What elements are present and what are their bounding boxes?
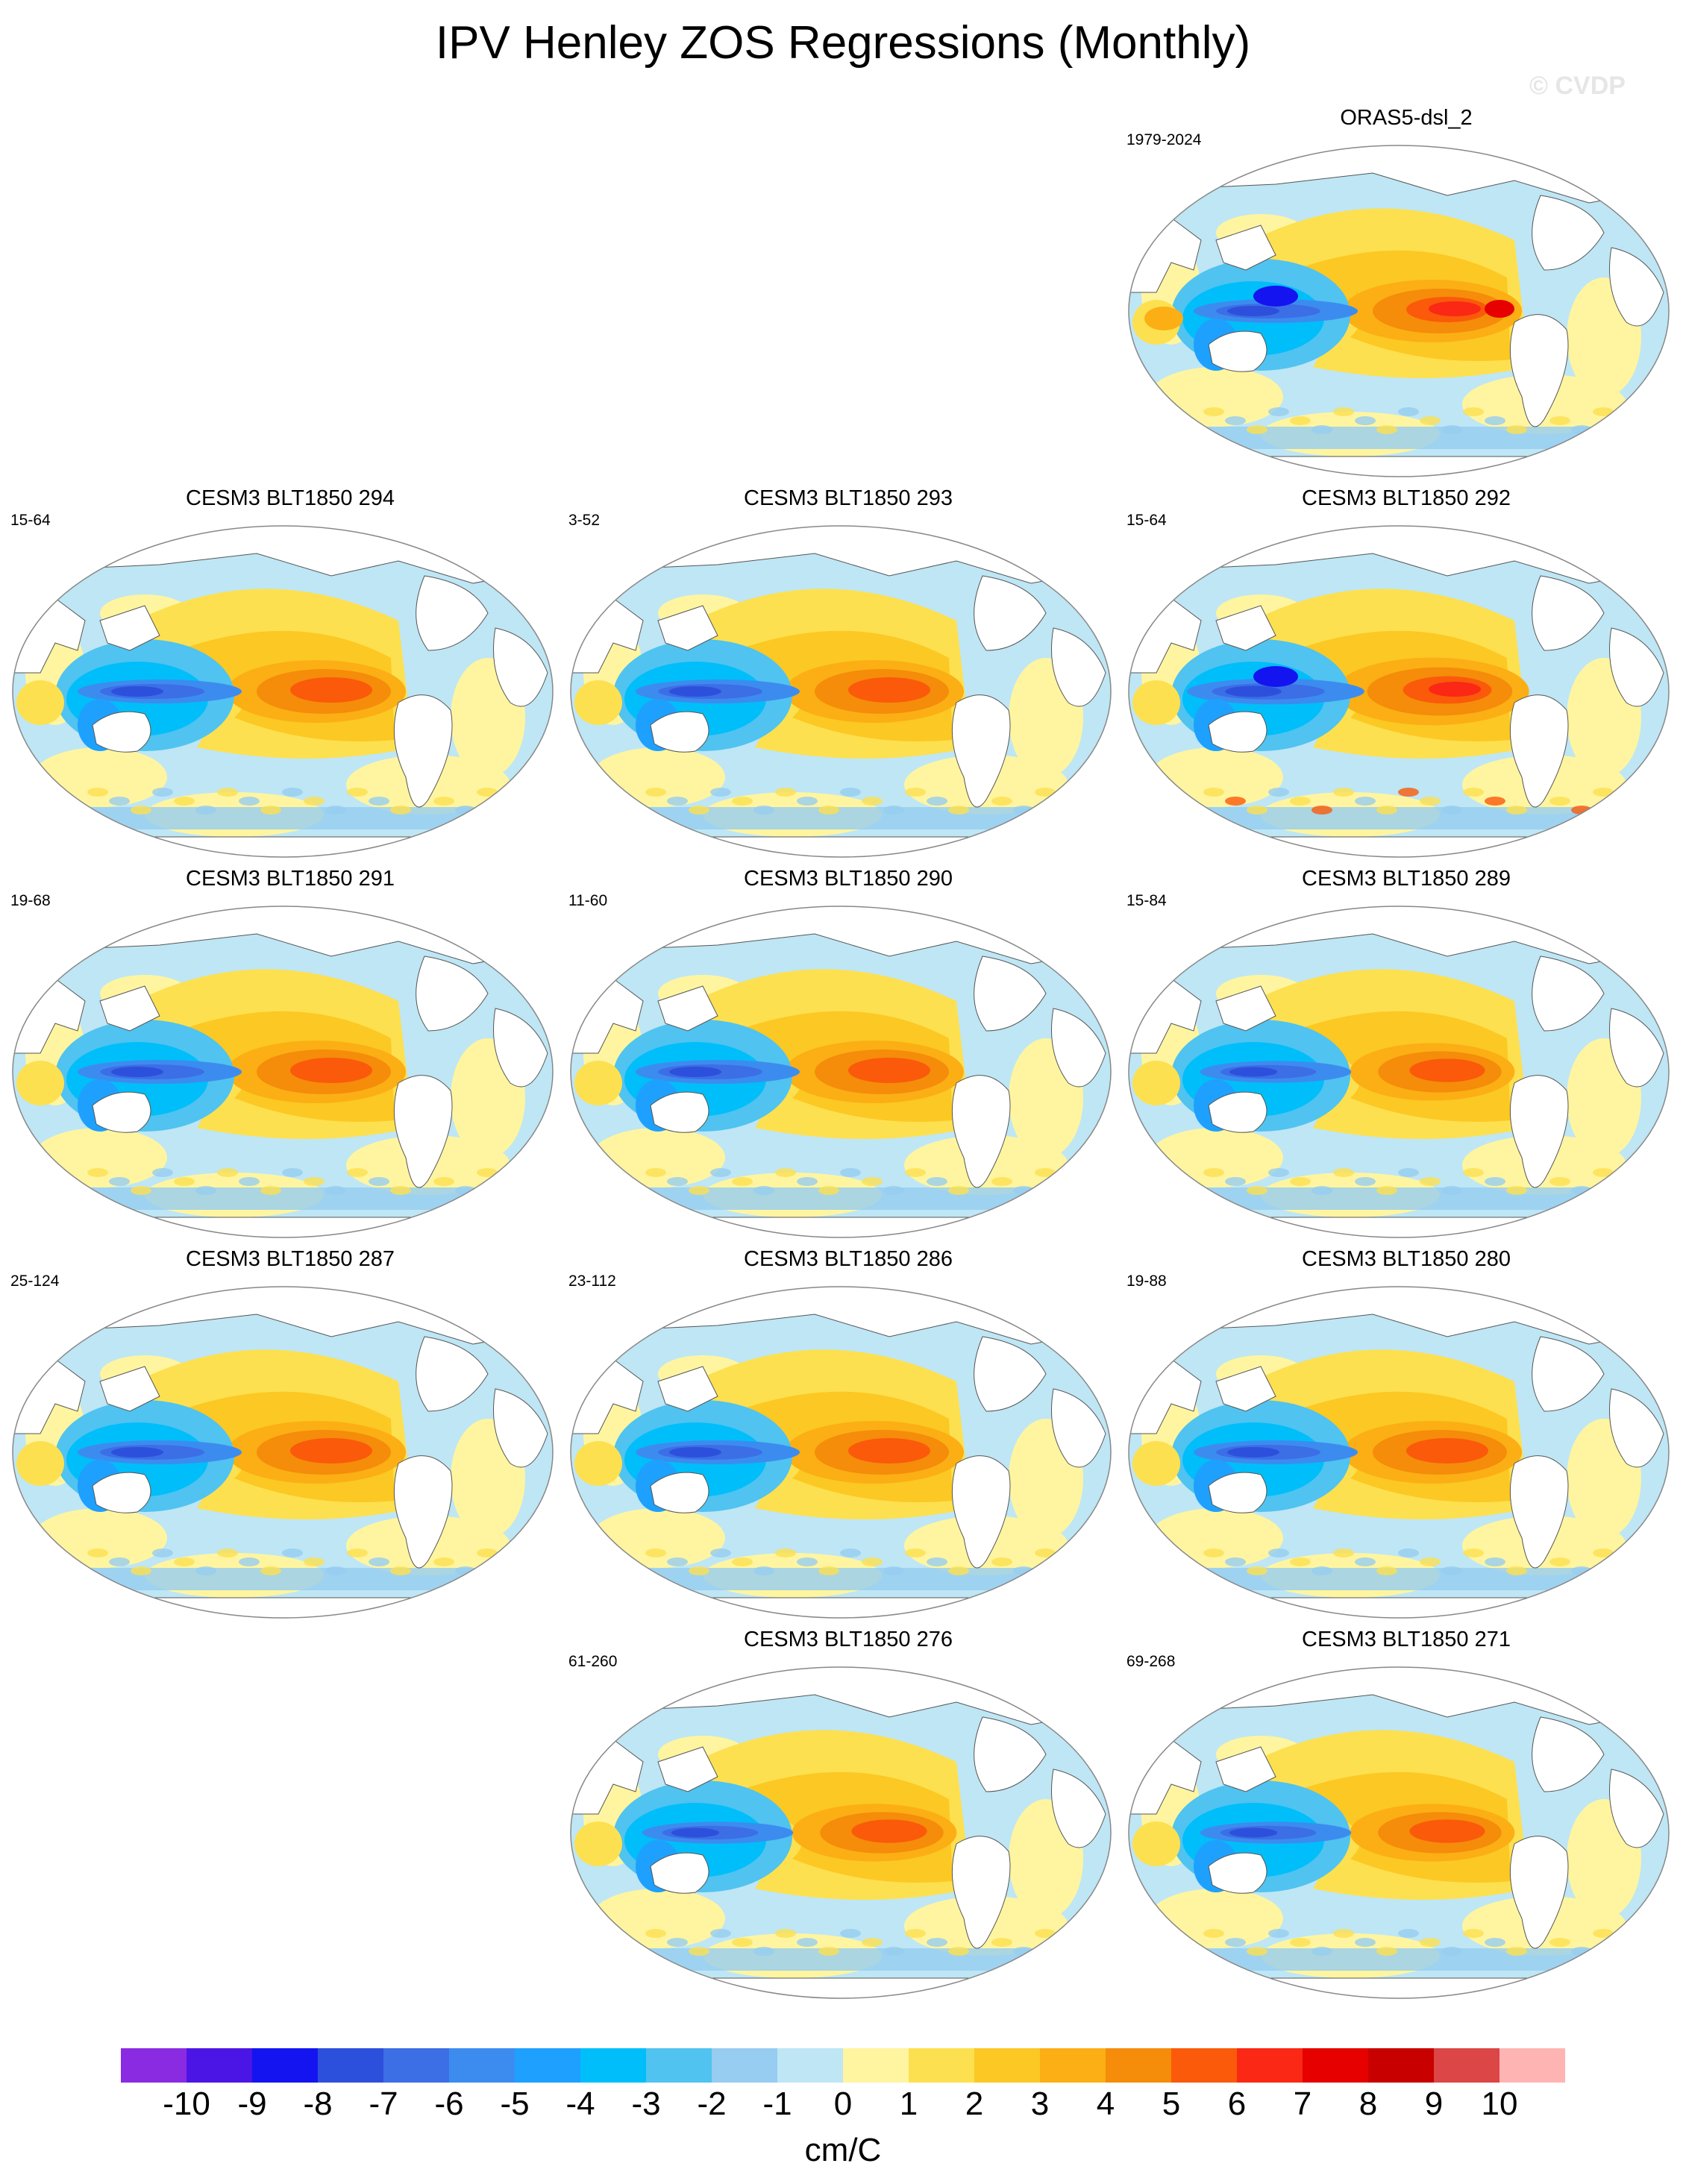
- regression-map: [1128, 1666, 1670, 1999]
- colorbar-tick-label: -4: [565, 2086, 595, 2122]
- map-field: [13, 1287, 553, 1618]
- colorbar-box: [449, 2048, 515, 2083]
- colorbar-box: [777, 2048, 843, 2083]
- panel-period: 19-68: [10, 892, 51, 909]
- colorbar-box: [712, 2048, 777, 2083]
- panel-period: 11-60: [568, 892, 608, 909]
- colorbar-tick-label: 3: [1030, 2086, 1050, 2122]
- colorbar-box: [1171, 2048, 1237, 2083]
- map-panel: CESM3 BLT1850 290 11-60: [568, 867, 1128, 1240]
- colorbar-tick-label: 10: [1481, 2086, 1518, 2122]
- panel-title: CESM3 BLT1850 271: [1302, 1628, 1511, 1651]
- colorbar-box: [1237, 2048, 1303, 2083]
- panel-period: 25-124: [10, 1273, 60, 1290]
- map-panel: CESM3 BLT1850 294 15-64: [10, 486, 570, 859]
- regression-map: [12, 525, 554, 858]
- map-field: [1129, 1287, 1669, 1618]
- map-panel: CESM3 BLT1850 276 61-260: [568, 1628, 1128, 2001]
- regression-map: [570, 1286, 1112, 1619]
- colorbar-box: [580, 2048, 646, 2083]
- regression-map: [12, 906, 554, 1238]
- colorbar-box: [1040, 2048, 1106, 2083]
- colorbar-tick-label: -7: [369, 2086, 398, 2122]
- colorbar-tick-label: -1: [762, 2086, 792, 2122]
- map-panel: CESM3 BLT1850 280 19-88: [1126, 1247, 1686, 1620]
- colorbar-tick-label: 8: [1358, 2086, 1378, 2122]
- watermark: © CVDP: [1529, 72, 1626, 100]
- colorbar-tick-label: 7: [1293, 2086, 1312, 2122]
- map-field: [571, 1287, 1111, 1618]
- regression-map: [570, 1666, 1112, 1999]
- map-field: [1129, 906, 1669, 1237]
- map-panel: CESM3 BLT1850 287 25-124: [10, 1247, 570, 1620]
- panel-period: 1979-2024: [1126, 131, 1202, 148]
- panel-title: CESM3 BLT1850 276: [744, 1628, 953, 1651]
- map-panel: CESM3 BLT1850 286 23-112: [568, 1247, 1128, 1620]
- colorbar-box: [1106, 2048, 1171, 2083]
- colorbar-box: [121, 2048, 187, 2083]
- colorbar-tick-label: -8: [303, 2086, 333, 2122]
- map-panel: CESM3 BLT1850 271 69-268: [1126, 1628, 1686, 2001]
- map-panel: ORAS5-dsl_2 1979-2024: [1126, 106, 1686, 479]
- colorbar-tick-label: -6: [434, 2086, 464, 2122]
- page-title: IPV Henley ZOS Regressions (Monthly): [435, 17, 1251, 69]
- colorbar-tick-label: 4: [1096, 2086, 1115, 2122]
- colorbar-box: [1434, 2048, 1499, 2083]
- colorbar-box: [974, 2048, 1040, 2083]
- panel-period: 15-64: [1126, 512, 1167, 529]
- panel-title: CESM3 BLT1850 286: [744, 1247, 953, 1271]
- colorbar-tick-label: 9: [1424, 2086, 1444, 2122]
- map-panel: CESM3 BLT1850 291 19-68: [10, 867, 570, 1240]
- panel-title: CESM3 BLT1850 280: [1302, 1247, 1511, 1271]
- panel-title: CESM3 BLT1850 291: [186, 867, 395, 891]
- panel-title: CESM3 BLT1850 287: [186, 1247, 395, 1271]
- colorbar-box: [646, 2048, 712, 2083]
- map-panel: CESM3 BLT1850 289 15-84: [1126, 867, 1686, 1240]
- colorbar-box: [1303, 2048, 1368, 2083]
- panel-title: CESM3 BLT1850 294: [186, 486, 395, 510]
- panel-period: 3-52: [568, 512, 601, 529]
- panel-title: CESM3 BLT1850 289: [1302, 867, 1511, 891]
- map-panel: CESM3 BLT1850 293 3-52: [568, 486, 1128, 859]
- colorbar-box: [1368, 2048, 1434, 2083]
- panel-period: 15-84: [1126, 892, 1167, 909]
- panel-title: CESM3 BLT1850 290: [744, 867, 953, 891]
- colorbar-tick-label: -5: [500, 2086, 530, 2122]
- regression-map: [570, 906, 1112, 1238]
- colorbar-tick-label: -9: [237, 2086, 267, 2122]
- panel-title: ORAS5-dsl_2: [1340, 106, 1473, 130]
- colorbar-tick-label: 1: [899, 2086, 918, 2122]
- colorbar-box: [1499, 2048, 1565, 2083]
- colorbar-box: [383, 2048, 449, 2083]
- colorbar-box: [318, 2048, 383, 2083]
- colorbar-box: [909, 2048, 974, 2083]
- colorbar-units: cm/C: [804, 2132, 882, 2168]
- regression-map: [1128, 906, 1670, 1238]
- regression-map: [570, 525, 1112, 858]
- panel-period: 19-88: [1126, 1273, 1167, 1290]
- colorbar-tick-label: 2: [965, 2086, 984, 2122]
- regression-map: [12, 1286, 554, 1619]
- colorbar-box: [843, 2048, 909, 2083]
- colorbar-box: [252, 2048, 318, 2083]
- colorbar-box: [187, 2048, 252, 2083]
- panel-period: 15-64: [10, 512, 51, 529]
- panel-title: CESM3 BLT1850 292: [1302, 486, 1511, 510]
- colorbar-tick-label: 6: [1227, 2086, 1247, 2122]
- regression-map: [1128, 525, 1670, 858]
- panel-period: 23-112: [568, 1273, 616, 1290]
- map-field: [1129, 1667, 1669, 1998]
- colorbar-tick-label: 0: [833, 2086, 853, 2122]
- regression-map: [1128, 1286, 1670, 1619]
- colorbar-tick-label: -2: [697, 2086, 727, 2122]
- colorbar-tick-label: -10: [163, 2086, 210, 2122]
- regression-map: [1128, 145, 1670, 477]
- panel-period: 61-260: [568, 1653, 618, 1670]
- colorbar-tick-label: -3: [631, 2086, 661, 2122]
- panel-period: 69-268: [1126, 1653, 1176, 1670]
- map-panel: CESM3 BLT1850 292 15-64: [1126, 486, 1686, 859]
- colorbar-tick-label: 5: [1162, 2086, 1181, 2122]
- colorbar-box: [515, 2048, 580, 2083]
- panel-title: CESM3 BLT1850 293: [744, 486, 953, 510]
